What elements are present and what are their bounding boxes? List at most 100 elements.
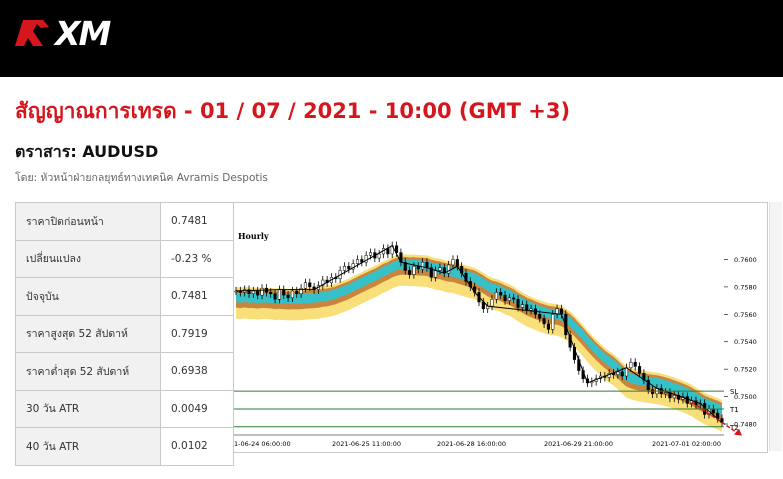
candle-body	[269, 292, 273, 294]
author-byline: โดย: หัวหน้าฝ่ายกลยุทธ์ทางเทคนิค Avramis…	[15, 172, 268, 184]
candle-body	[247, 289, 251, 294]
stat-label: 30 วัน ATR	[15, 389, 161, 428]
table-row: เปลี่ยนแปลง -0.23 %	[15, 239, 234, 278]
candle-body	[620, 371, 624, 377]
level-label-sl: SL	[730, 388, 738, 396]
x-tick-label: 2021-06-25 11:00:00	[332, 440, 401, 448]
candle-body	[299, 288, 303, 294]
candle-body	[386, 248, 390, 255]
candle-body	[512, 297, 516, 300]
candle-body	[629, 362, 633, 369]
brand-name: XM	[55, 13, 111, 53]
candle-body	[559, 308, 563, 315]
table-row: ราคาต่ำสุด 52 สัปดาห์ 0.6938	[15, 352, 234, 391]
candle-body	[516, 298, 520, 308]
level-label-t1: T1	[729, 406, 739, 414]
stats-table: ราคาปิดก่อนหน้า 0.7481 เปลี่ยนแปลง -0.23 %…	[15, 202, 234, 466]
candle-body	[503, 294, 507, 301]
candle-body	[438, 267, 442, 271]
timeframe-label: Hourly	[238, 231, 269, 241]
stat-value: 0.6938	[160, 352, 234, 391]
candle-body	[303, 282, 307, 289]
x-tick-label: 2021-07-01 02:00:00	[652, 440, 721, 448]
candle-body	[525, 304, 529, 311]
level-label-t2: T2	[729, 424, 739, 432]
candle-body	[308, 282, 312, 288]
stat-label: ราคาต่ำสุด 52 สัปดาห์	[15, 352, 161, 391]
candle-body	[421, 261, 425, 270]
table-row: ราคาสูงสุด 52 สัปดาห์ 0.7919	[15, 314, 234, 353]
candle-body	[408, 270, 412, 275]
candle-body	[672, 394, 676, 399]
stat-value: 0.7919	[160, 314, 234, 353]
candle-body	[551, 314, 555, 330]
candle-body	[277, 289, 281, 300]
stat-label: ราคาสูงสุด 52 สัปดาห์	[15, 314, 161, 353]
candle-body	[542, 318, 546, 325]
candle-body	[256, 290, 260, 296]
candle-body	[677, 394, 681, 400]
xm-logo[interactable]: XM	[13, 13, 111, 53]
stat-value: 0.7481	[160, 277, 234, 316]
y-tick-label: 0.7480	[734, 421, 757, 429]
scrollbar[interactable]	[769, 202, 782, 451]
stat-label: 40 วัน ATR	[15, 427, 161, 466]
candle-body	[355, 259, 360, 264]
y-tick-label: 0.7540	[734, 338, 757, 346]
stat-value: 0.0102	[160, 427, 234, 466]
arrow-head-icon	[734, 428, 742, 436]
candle-body	[546, 323, 550, 330]
candle-body	[507, 297, 511, 301]
candle-body	[685, 396, 689, 404]
table-row: 40 วัน ATR 0.0102	[15, 427, 234, 466]
candle-body	[651, 389, 655, 395]
stat-label: ราคาปิดก่อนหน้า	[15, 202, 161, 241]
candle-body	[251, 290, 255, 294]
candle-body	[295, 290, 299, 294]
candle-body	[434, 270, 438, 278]
chart-svg: Hourly SL T1 T2 0.7600 0.7580 0.7560 0.7540 0.7…	[234, 231, 757, 448]
candle-body	[616, 371, 620, 375]
candle-body	[646, 379, 650, 390]
y-tick-label: 0.7520	[734, 366, 757, 374]
y-tick-label: 0.7560	[734, 311, 757, 319]
x-tick-label: 2021-06-28 16:00:00	[437, 440, 506, 448]
candle-body	[529, 308, 533, 311]
candle-body	[664, 392, 668, 395]
candle-body	[447, 264, 451, 274]
candle-body	[260, 288, 264, 296]
candle-body	[347, 266, 351, 270]
page-title: สัญญาณการเทรด - 01 / 07 / 2021 - 10:00 (…	[15, 99, 571, 123]
candle-body	[377, 253, 381, 259]
candle-body	[429, 267, 433, 278]
candle-body	[321, 279, 325, 286]
candle-body	[494, 292, 498, 300]
top-header: XM	[0, 0, 783, 77]
candle-body	[351, 263, 355, 270]
candle-body	[364, 255, 368, 263]
stat-label: ปัจจุบัน	[15, 277, 161, 316]
y-tick-label: 0.7500	[734, 393, 757, 401]
forecast-arrow	[691, 401, 741, 436]
candle-body	[368, 252, 373, 256]
y-tick-label: 0.7580	[734, 283, 757, 291]
instrument-label: ตราสาร: AUDUSD	[15, 142, 159, 161]
candle-body	[273, 293, 277, 300]
candle-body	[342, 266, 347, 271]
candle-body	[711, 408, 715, 414]
candle-body	[638, 366, 642, 374]
candle-body	[395, 245, 399, 253]
x-tick-label: 2021-06-29 21:00:00	[544, 440, 613, 448]
candle-body	[538, 314, 542, 319]
stat-value: -0.23 %	[160, 239, 234, 278]
candle-body	[425, 261, 429, 268]
xm-bull-icon	[15, 20, 49, 46]
price-chart: Hourly SL T1 T2 0.7600 0.7580 0.7560 0.7540 0.7…	[234, 202, 768, 453]
candle-body	[490, 298, 494, 307]
candle-body	[412, 266, 416, 275]
candle-body	[290, 290, 294, 299]
candle-body	[499, 292, 503, 296]
candle-body	[520, 304, 524, 308]
candle-body	[451, 259, 455, 266]
candle-body	[286, 294, 290, 299]
